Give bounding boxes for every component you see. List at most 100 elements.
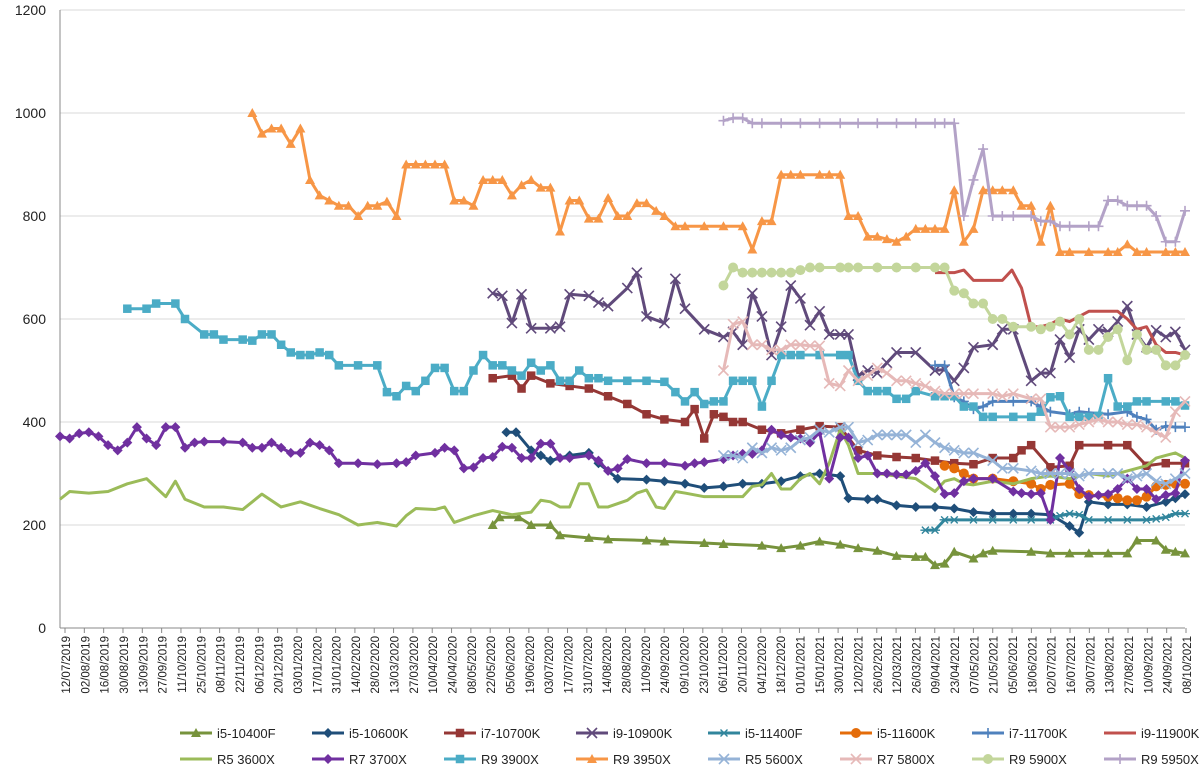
data-point bbox=[948, 444, 960, 456]
data-point bbox=[622, 454, 633, 465]
data-point bbox=[949, 503, 960, 514]
data-point bbox=[1150, 475, 1162, 487]
data-point bbox=[1160, 496, 1171, 507]
legend-label: i5-11400F bbox=[745, 726, 803, 741]
data-point bbox=[786, 350, 796, 360]
data-point bbox=[939, 360, 950, 371]
data-point bbox=[1160, 478, 1172, 490]
x-tick-label: 15/01/2021 bbox=[815, 636, 827, 694]
data-point bbox=[891, 500, 902, 511]
data-point bbox=[746, 442, 758, 454]
series-line bbox=[492, 374, 1185, 469]
x-tick-label: 30/08/2019 bbox=[119, 636, 131, 694]
legend-label: R7 5800X bbox=[877, 752, 935, 767]
data-point bbox=[1112, 195, 1123, 206]
data-point bbox=[718, 221, 729, 231]
data-point bbox=[1064, 329, 1075, 340]
data-point bbox=[987, 455, 999, 467]
data-point bbox=[545, 520, 556, 529]
data-point bbox=[997, 211, 1008, 221]
data-point bbox=[901, 394, 911, 404]
data-point bbox=[958, 476, 969, 487]
data-point bbox=[564, 453, 575, 464]
data-point bbox=[920, 551, 931, 561]
data-point bbox=[64, 433, 75, 444]
data-point bbox=[1150, 426, 1162, 438]
data-point bbox=[785, 442, 797, 454]
series-r7-5800x bbox=[717, 316, 1191, 444]
data-point bbox=[1055, 221, 1065, 232]
data-point bbox=[1169, 473, 1181, 485]
data-point bbox=[1055, 453, 1065, 464]
data-point bbox=[843, 262, 854, 273]
data-point bbox=[1112, 416, 1124, 428]
data-point bbox=[256, 128, 267, 138]
data-point bbox=[737, 113, 748, 124]
data-point bbox=[842, 328, 855, 341]
data-point bbox=[659, 536, 670, 546]
data-point bbox=[1035, 324, 1046, 335]
data-point bbox=[939, 515, 950, 524]
x-tick-label: 21/05/2021 bbox=[989, 636, 1001, 694]
x-tick-label: 05/06/2020 bbox=[506, 636, 518, 694]
data-point bbox=[756, 339, 768, 351]
data-point bbox=[295, 123, 306, 133]
data-point bbox=[180, 314, 190, 324]
x-tick-label: 26/03/2021 bbox=[911, 636, 923, 694]
data-point bbox=[535, 182, 546, 192]
data-point bbox=[737, 339, 749, 351]
data-point bbox=[987, 545, 998, 555]
data-point bbox=[679, 303, 691, 315]
data-point bbox=[747, 118, 758, 129]
data-point bbox=[1112, 247, 1123, 257]
data-point bbox=[1131, 329, 1142, 340]
x-tick-label: 18/12/2020 bbox=[776, 636, 788, 694]
data-point bbox=[1141, 483, 1152, 494]
data-point bbox=[122, 437, 133, 448]
data-point bbox=[455, 754, 465, 764]
data-point bbox=[747, 267, 758, 278]
data-point bbox=[593, 455, 604, 466]
data-point bbox=[949, 285, 960, 296]
data-point bbox=[1092, 323, 1105, 335]
data-point bbox=[1131, 200, 1142, 211]
data-point bbox=[487, 174, 498, 184]
data-point bbox=[564, 288, 576, 300]
data-point bbox=[1054, 467, 1066, 480]
x-tick-label: 27/03/2020 bbox=[409, 636, 421, 694]
data-point bbox=[853, 262, 864, 273]
series-r9-5900x bbox=[718, 262, 1190, 371]
data-point bbox=[669, 273, 681, 285]
data-point bbox=[1008, 211, 1019, 221]
data-point bbox=[900, 429, 912, 441]
data-point bbox=[1026, 200, 1037, 210]
data-point bbox=[718, 481, 729, 492]
data-point bbox=[699, 482, 710, 493]
data-point bbox=[603, 376, 613, 386]
data-point bbox=[1112, 483, 1123, 494]
data-point bbox=[1141, 344, 1152, 355]
data-point bbox=[333, 200, 344, 210]
data-point bbox=[891, 262, 902, 273]
data-point bbox=[545, 438, 556, 449]
data-point bbox=[824, 473, 835, 484]
data-point bbox=[958, 211, 969, 221]
data-point bbox=[795, 118, 806, 129]
data-point bbox=[834, 380, 846, 392]
series-line bbox=[722, 266, 1187, 367]
x-tick-label: 16/07/2021 bbox=[1066, 636, 1078, 694]
data-point bbox=[1083, 548, 1094, 558]
data-point bbox=[996, 462, 1008, 474]
data-point bbox=[987, 339, 999, 351]
data-point bbox=[1180, 548, 1190, 558]
data-point bbox=[969, 402, 978, 411]
data-point bbox=[1025, 465, 1037, 477]
data-point bbox=[546, 379, 555, 388]
x-tick-label: 13/09/2019 bbox=[138, 636, 150, 694]
x-tick-label: 06/11/2020 bbox=[718, 636, 730, 693]
legend-item: R9 3950X bbox=[576, 752, 671, 767]
legend-label: i9-11900K bbox=[1141, 726, 1200, 741]
data-point bbox=[967, 447, 980, 459]
data-point bbox=[699, 538, 710, 548]
x-tick-label: 22/05/2020 bbox=[486, 636, 498, 694]
